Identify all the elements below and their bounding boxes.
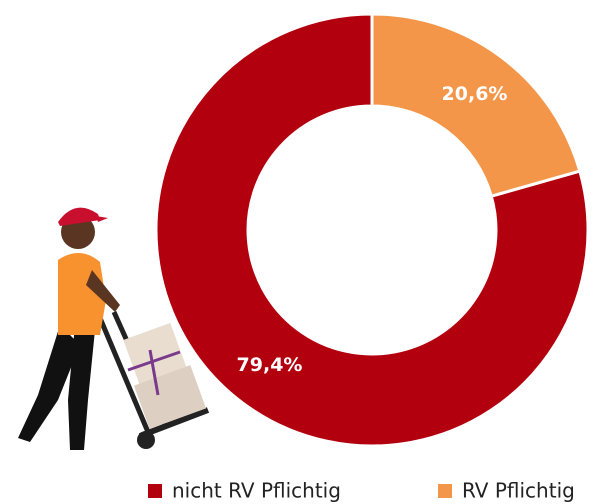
delivery-illustration bbox=[18, 207, 210, 450]
legend-swatch bbox=[438, 484, 452, 498]
value-label: 79,4% bbox=[237, 354, 303, 376]
donut: 79,4% 20,6% bbox=[154, 12, 590, 448]
legend-swatch bbox=[148, 484, 162, 498]
legend-label: nicht RV Pflichtig bbox=[172, 479, 341, 503]
value-label: 20,6% bbox=[442, 83, 508, 105]
donut-slice bbox=[370, 12, 582, 199]
legend: nicht RV Pflichtig RV Pflichtig bbox=[148, 479, 575, 503]
donut-slice bbox=[154, 12, 590, 448]
legend-label: RV Pflichtig bbox=[462, 479, 575, 503]
